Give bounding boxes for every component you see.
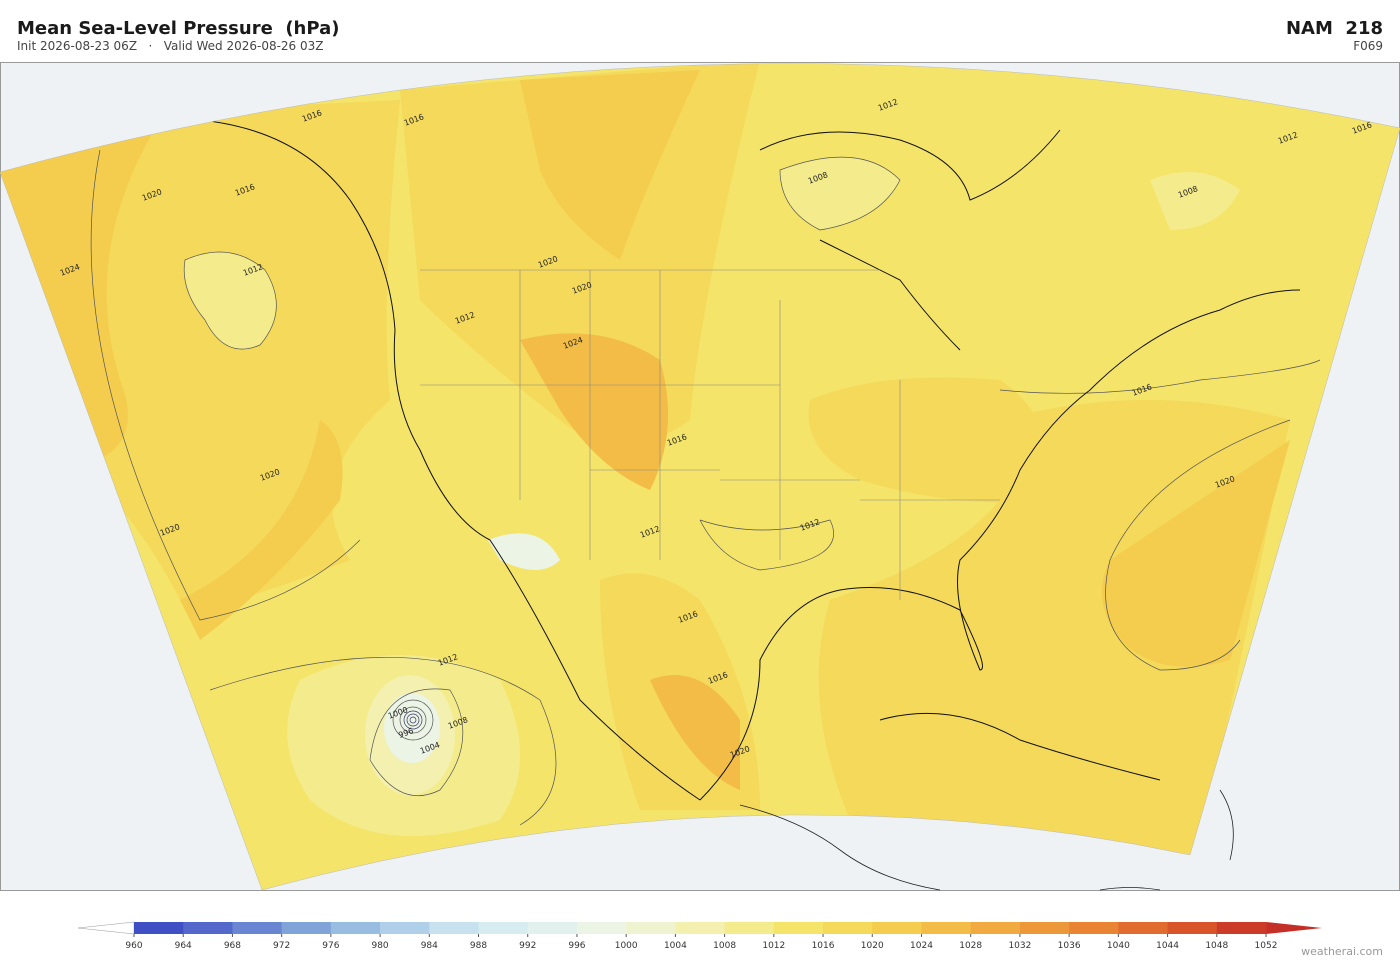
colorbar-band: [823, 922, 873, 934]
colorbar-tick-label: 992: [519, 941, 536, 951]
colorbar-band: [626, 922, 676, 934]
colorbar-band: [330, 922, 381, 934]
colorbar-tick-label: 1012: [762, 941, 785, 951]
colorbar-band: [232, 922, 283, 934]
colorbar-tick-label: 988: [470, 941, 487, 951]
colorbar-band: [724, 922, 775, 934]
colorbar-band: [380, 922, 430, 934]
colorbar-tick-label: 1024: [910, 941, 933, 951]
colorbar-band: [576, 922, 627, 934]
colorbar-tick-label: 984: [421, 941, 438, 951]
colorbar-band: [675, 922, 726, 934]
colorbar-tick-label: 1044: [1156, 941, 1179, 951]
colorbar-over: [1266, 922, 1322, 934]
colorbar-tick-label: 1008: [713, 941, 736, 951]
colorbar-band: [1167, 922, 1218, 934]
colorbar-tick-label: 1048: [1205, 941, 1228, 951]
subtitle: Init 2026-08-23 06Z · Valid Wed 2026-08-…: [17, 39, 324, 53]
colorbar-band: [429, 922, 480, 934]
title: Mean Sea-Level Pressure (hPa): [17, 18, 339, 39]
colorbar-tick-label: 968: [224, 941, 241, 951]
colorbar-band: [134, 922, 184, 934]
colorbar-tick-label: 996: [568, 941, 585, 951]
forecast-hour: F069: [1353, 39, 1383, 53]
colorbar-tick-label: 1016: [812, 941, 835, 951]
colorbar-tick-label: 960: [125, 941, 142, 951]
colorbar-band: [281, 922, 332, 934]
colorbar-tick-label: 1040: [1107, 941, 1130, 951]
colorbar: 960 964 968 972 976 980 984 988 992 996 1000 1004 10…: [77, 921, 1322, 951]
colorbar-tick-label: 1052: [1255, 941, 1278, 951]
colorbar-tick-label: 1036: [1058, 941, 1081, 951]
colorbar-band: [872, 922, 922, 934]
pressure-field: [0, 63, 1400, 890]
colorbar-tick-label: 1028: [959, 941, 982, 951]
colorbar-band: [773, 922, 824, 934]
colorbar-tick-label: 1032: [1008, 941, 1031, 951]
colorbar-tick-label: 1020: [861, 941, 884, 951]
colorbar-tick-label: 980: [371, 941, 388, 951]
colorbar-tick-label: 972: [273, 941, 290, 951]
watermark: weatherai.com: [1301, 945, 1383, 958]
colorbar-tick-label: 976: [322, 941, 339, 951]
colorbar-band: [527, 922, 578, 934]
colorbar-tick-label: 1000: [615, 941, 638, 951]
colorbar-band: [183, 922, 233, 934]
colorbar-under: [77, 921, 135, 935]
colorbar-band: [1216, 922, 1267, 934]
colorbar-tick-label: 964: [175, 941, 192, 951]
colorbar-band: [1118, 922, 1169, 934]
colorbar-tick-label: 1004: [664, 941, 687, 951]
map-panel: [0, 62, 1400, 891]
colorbar-band: [921, 922, 972, 934]
model: NAM 218: [1286, 18, 1383, 39]
colorbar-band: [1069, 922, 1119, 934]
colorbar-band: [970, 922, 1021, 934]
colorbar-band: [1019, 922, 1070, 934]
colorbar-band: [478, 922, 529, 934]
